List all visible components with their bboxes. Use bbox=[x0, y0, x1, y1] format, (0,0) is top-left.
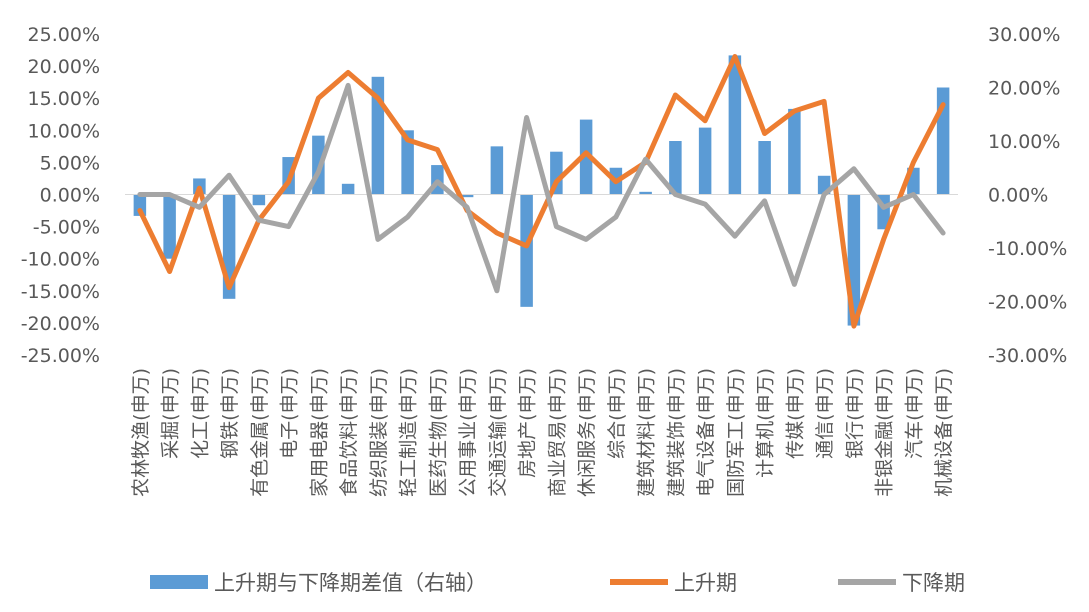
category-label: 农林牧渔(申万) bbox=[130, 368, 152, 497]
bar bbox=[163, 194, 176, 259]
left-axis-tick-label: 10.00% bbox=[28, 120, 100, 142]
right-axis-tick-label: 10.00% bbox=[988, 131, 1060, 153]
category-label: 钢铁(申万) bbox=[219, 368, 241, 459]
bar bbox=[133, 194, 147, 216]
left-axis-tick-label: -5.00% bbox=[33, 217, 100, 239]
category-label: 计算机(申万) bbox=[755, 368, 777, 478]
right-axis-tick-label: 0.00% bbox=[988, 185, 1048, 207]
bar bbox=[669, 141, 682, 195]
bar bbox=[520, 194, 533, 307]
category-label: 休闲服务(申万) bbox=[576, 368, 598, 497]
bar bbox=[728, 55, 742, 195]
right-axis-tick-label: 30.00% bbox=[988, 24, 1060, 46]
bar bbox=[758, 141, 771, 195]
category-label: 食品饮料(申万) bbox=[338, 368, 360, 497]
category-label: 国防军工(申万) bbox=[725, 368, 747, 497]
category-label: 传媒(申万) bbox=[784, 368, 806, 459]
category-label: 纺织服装(申万) bbox=[368, 368, 390, 497]
bar bbox=[579, 119, 593, 195]
bar bbox=[788, 108, 801, 195]
legend-label: 上升期与下降期差值（右轴） bbox=[214, 571, 487, 595]
category-label: 通信(申万) bbox=[814, 368, 836, 459]
category-label: 电子(申万) bbox=[279, 368, 301, 459]
right-axis-tick-label: -20.00% bbox=[988, 292, 1067, 314]
right-axis-tick-label: -10.00% bbox=[988, 238, 1067, 260]
category-label: 有色金属(申万) bbox=[249, 368, 271, 497]
category-label: 采掘(申万) bbox=[160, 368, 182, 459]
bar bbox=[252, 194, 266, 206]
category-label: 非银金融(申万) bbox=[874, 368, 896, 497]
series-line bbox=[137, 82, 946, 294]
left-axis-tick-label: 20.00% bbox=[28, 56, 100, 78]
right-axis-tick-label: -30.00% bbox=[988, 345, 1067, 367]
category-label: 家用电器(申万) bbox=[308, 368, 330, 497]
left-axis-tick-label: 5.00% bbox=[40, 152, 100, 174]
category-label: 机械设备(申万) bbox=[933, 368, 955, 497]
category-label: 建筑装饰(申万) bbox=[665, 368, 687, 497]
legend-swatch bbox=[150, 575, 208, 589]
legend-label: 下降期 bbox=[902, 571, 965, 595]
category-label: 医药生物(申万) bbox=[427, 368, 449, 497]
right-axis-tick-label: 20.00% bbox=[988, 78, 1060, 100]
bar bbox=[639, 191, 652, 195]
legend-label: 上升期 bbox=[674, 571, 737, 595]
bar bbox=[401, 130, 414, 195]
category-label: 建筑材料(申万) bbox=[636, 368, 658, 497]
category-label: 综合(申万) bbox=[606, 368, 628, 459]
bar bbox=[490, 146, 504, 195]
left-axis-tick-label: 25.00% bbox=[28, 24, 100, 46]
left-axis-tick-label: 0.00% bbox=[40, 185, 100, 207]
category-label: 交通运输(申万) bbox=[487, 368, 509, 497]
category-label: 公用事业(申万) bbox=[457, 368, 479, 497]
left-axis-tick-label: -20.00% bbox=[21, 313, 100, 335]
left-axis-tick-label: -25.00% bbox=[21, 345, 100, 367]
category-label: 房地产(申万) bbox=[517, 368, 539, 478]
left-axis-tick-label: -15.00% bbox=[21, 281, 100, 303]
category-label: 化工(申万) bbox=[189, 368, 211, 459]
category-label: 银行(申万) bbox=[844, 368, 866, 459]
bar bbox=[698, 127, 712, 195]
category-label: 商业贸易(申万) bbox=[546, 368, 568, 497]
category-label: 轻工制造(申万) bbox=[398, 368, 420, 497]
left-axis-tick-label: 15.00% bbox=[28, 88, 100, 110]
series-line bbox=[137, 54, 946, 329]
category-label: 电气设备(申万) bbox=[695, 368, 717, 497]
left-axis-tick-label: -10.00% bbox=[21, 249, 100, 271]
bar bbox=[460, 194, 474, 198]
bar bbox=[341, 183, 355, 195]
category-label: 汽车(申万) bbox=[903, 368, 925, 459]
